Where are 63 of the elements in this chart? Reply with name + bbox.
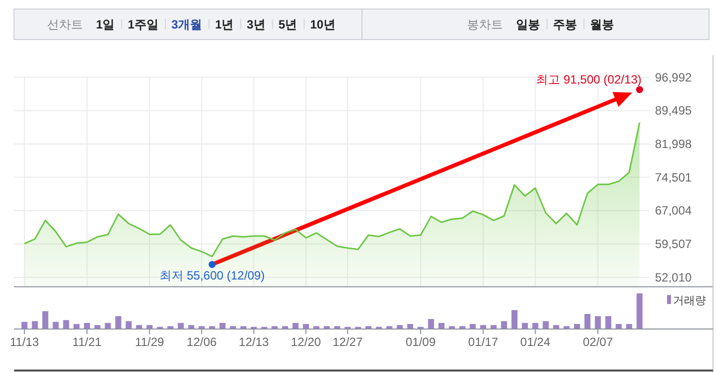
bar (511, 310, 518, 329)
bar (532, 322, 538, 329)
bar (126, 321, 132, 329)
bar (74, 324, 80, 329)
bar (292, 322, 299, 329)
bar (302, 324, 309, 329)
annotation: 최고 91,500 (02/13) (536, 72, 642, 87)
text: 월봉 (590, 18, 614, 32)
legend-label: 거래량 (673, 295, 706, 307)
bar (522, 322, 528, 329)
bar (636, 293, 643, 329)
y-tick-label: 59,507 (655, 236, 692, 251)
text: 3개월 (171, 18, 202, 32)
x-tick-label: 11/13 (10, 335, 40, 349)
bar (584, 314, 590, 329)
x-tick-label: 12/06 (186, 335, 218, 349)
text: 1일 (96, 18, 115, 32)
bar (438, 322, 444, 329)
text: 일봉 (516, 18, 540, 32)
bar (407, 324, 414, 329)
y-tick-label: 52,010 (655, 270, 692, 284)
bar (115, 316, 122, 329)
bar (470, 324, 476, 329)
text: 10년 (310, 18, 336, 32)
y-tick-label: 96,992 (655, 70, 692, 84)
x-tick-label: 12/27 (332, 335, 363, 349)
text: 1주일 (128, 18, 158, 32)
bar (616, 324, 622, 329)
bar (104, 322, 111, 329)
bar (542, 321, 549, 329)
text: 5년 (278, 18, 298, 32)
bar (21, 322, 28, 329)
y-tick-label: 89,495 (655, 104, 692, 118)
text: 봉차트 (467, 18, 503, 32)
bar (52, 322, 59, 329)
text: 1년 (215, 18, 234, 32)
bar (605, 316, 612, 329)
text: 주봉 (553, 18, 577, 32)
y-tick-label: 67,004 (655, 204, 692, 218)
x-tick-label: 01/09 (406, 335, 436, 349)
x-tick-label: 01/24 (520, 335, 551, 349)
x-tick-label: 02/07 (582, 335, 614, 349)
x-tick-label: 01/17 (468, 335, 499, 349)
bar (626, 324, 632, 329)
y-tick-label: 74,501 (655, 170, 692, 184)
x-tick-label: 11/21 (72, 335, 102, 349)
bar (178, 322, 184, 329)
bar (32, 321, 38, 329)
x-tick-label: 11/29 (134, 335, 164, 349)
bar (594, 316, 601, 329)
x-tick-label: 12/13 (238, 335, 270, 349)
bar (220, 322, 226, 329)
annotation: 최저 55,600 (12/09) (159, 268, 265, 282)
text: 선차트 (47, 18, 83, 32)
bar (501, 321, 508, 329)
bar (84, 322, 90, 329)
y-tick-label: 81,998 (655, 136, 692, 151)
bar (428, 319, 434, 329)
bar (574, 324, 580, 329)
text: 3년 (246, 18, 266, 32)
bar (42, 311, 48, 329)
bar (63, 320, 70, 329)
x-tick-label: 12/20 (290, 335, 322, 349)
